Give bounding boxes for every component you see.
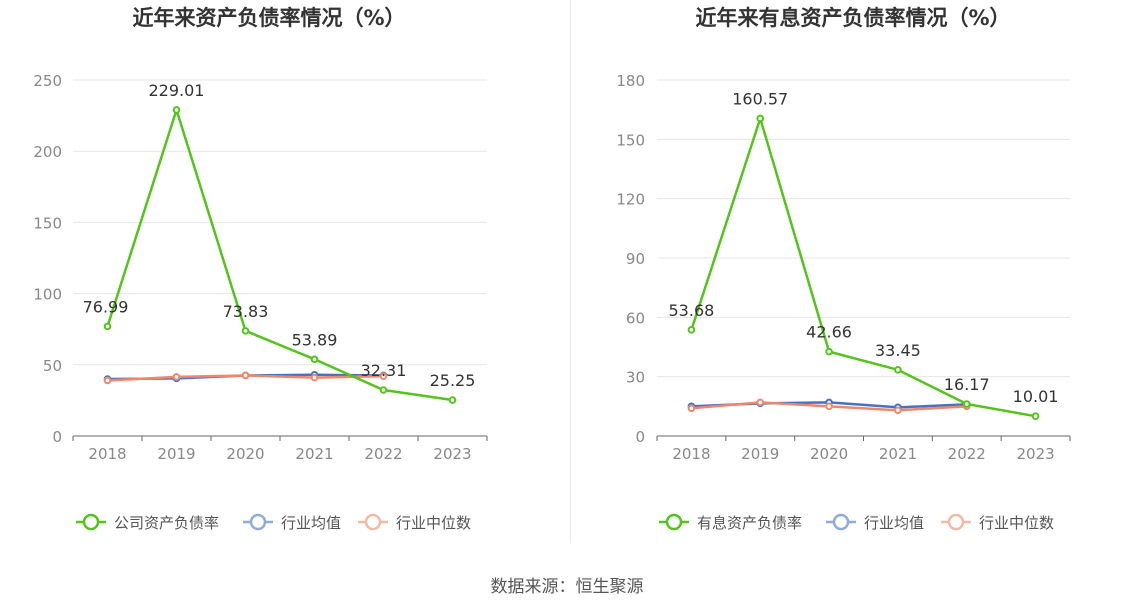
- legend-label: 行业均值: [281, 514, 341, 532]
- y-tick-label: 150: [33, 214, 62, 232]
- legend-item-industry_median: 行业中位数: [358, 513, 471, 532]
- data-point-company: [379, 386, 388, 394]
- data-point-industry_median: [103, 376, 112, 385]
- x-tick-label: 2022: [948, 445, 986, 463]
- y-tick-label: 120: [616, 191, 645, 209]
- data-point-company: [310, 355, 319, 364]
- x-tick-label: 2020: [226, 445, 264, 463]
- data-label: 229.01: [149, 81, 205, 100]
- data-label: 73.83: [223, 302, 269, 321]
- legend-marker: [947, 513, 965, 531]
- legend-marker: [82, 513, 100, 531]
- chart-debt-ratio: 近年来资产负债率情况（%） 0 50 100 150 200 250 2018 2019 2020…: [33, 6, 488, 532]
- chart-interest-debt-ratio: 近年来有息资产负债率情况（%） 0 30 60 90 120 150 180 2018 2019 2…: [616, 6, 1071, 532]
- legend-marker: [249, 513, 267, 531]
- data-point-company: [448, 396, 457, 404]
- data-point-company: [756, 114, 765, 123]
- data-label: 10.01: [1013, 387, 1059, 406]
- legend-marker: [832, 513, 850, 531]
- legend-marker: [665, 513, 683, 531]
- x-tick-label: 2021: [295, 445, 333, 463]
- x-tick-label: 2022: [364, 445, 402, 463]
- x-tick-label: 2023: [433, 445, 471, 463]
- y-tick-label: 150: [616, 131, 645, 149]
- data-label: 25.25: [430, 371, 476, 390]
- legend-label: 行业均值: [864, 514, 924, 532]
- legend-marker: [364, 513, 382, 531]
- legend-label: 行业中位数: [979, 514, 1054, 532]
- data-label: 16.17: [944, 375, 990, 394]
- y-tick-label: 50: [43, 357, 62, 375]
- data-label: 33.45: [875, 341, 921, 360]
- data-point-company: [894, 366, 902, 374]
- data-label: 160.57: [732, 89, 788, 108]
- data-label: 76.99: [83, 297, 129, 316]
- chart-title: 近年来资产负债率情况（%）: [132, 6, 405, 30]
- y-tick-label: 60: [626, 309, 645, 327]
- data-point-company: [962, 400, 971, 408]
- legend-label: 公司资产负债率: [114, 514, 219, 532]
- x-tick-label: 2020: [810, 445, 848, 463]
- y-tick-label: 90: [626, 250, 645, 268]
- legend-item-company: 公司资产负债率: [76, 513, 219, 532]
- x-tick-label: 2021: [879, 445, 917, 463]
- data-label: 53.89: [292, 330, 338, 349]
- x-tick-label: 2018: [88, 445, 126, 463]
- data-point-industry_median: [172, 373, 181, 381]
- x-tick-label: 2018: [672, 445, 710, 463]
- y-tick-label: 100: [33, 286, 62, 304]
- legend-label: 行业中位数: [396, 514, 471, 532]
- data-point-industry_median: [379, 372, 388, 380]
- y-tick-label: 30: [626, 369, 645, 387]
- legend-item-industry_avg: 行业均值: [243, 513, 341, 532]
- series-line-company: [106, 108, 453, 402]
- series-line-company: [690, 117, 1036, 418]
- y-tick-label: 0: [52, 428, 62, 446]
- legend-item-industry_avg: 行业均值: [826, 513, 924, 532]
- data-point-industry_median: [825, 402, 833, 411]
- data-point-company: [1031, 412, 1040, 421]
- y-tick-label: 200: [33, 143, 62, 161]
- y-tick-label: 180: [616, 72, 645, 90]
- data-label: 32.31: [361, 361, 407, 380]
- data-point-industry_median: [687, 404, 696, 413]
- chart-divider: [570, 0, 571, 542]
- data-point-industry_median: [756, 398, 765, 407]
- y-tick-label: 0: [635, 428, 645, 446]
- legend-item-company: 有息资产负债率: [659, 513, 802, 532]
- data-label: 53.68: [669, 301, 715, 320]
- data-point-company: [241, 327, 250, 335]
- data-point-company: [172, 106, 181, 114]
- legend-item-industry_median: 行业中位数: [941, 513, 1054, 532]
- data-point-industry_median: [894, 406, 902, 415]
- legend-label: 有息资产负债率: [697, 514, 802, 532]
- data-point-company: [103, 322, 112, 331]
- y-tick-label: 250: [33, 72, 62, 90]
- chart-title: 近年来有息资产负债率情况（%）: [695, 6, 1010, 30]
- data-source-note: 数据来源：恒生聚源: [490, 577, 644, 597]
- data-point-industry_median: [241, 371, 250, 380]
- data-point-industry_median: [310, 373, 319, 382]
- x-tick-label: 2019: [157, 445, 195, 463]
- data-point-company: [687, 326, 696, 334]
- x-tick-label: 2019: [741, 445, 779, 463]
- data-point-company: [825, 347, 833, 356]
- x-tick-label: 2023: [1016, 445, 1054, 463]
- data-label: 42.66: [806, 323, 852, 342]
